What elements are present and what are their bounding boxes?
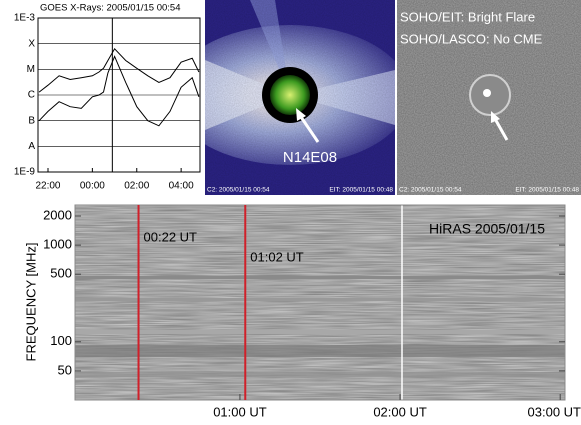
y-tick-label: C bbox=[28, 90, 35, 101]
y-tick-label: A bbox=[28, 141, 35, 152]
x-tick-label: 03:00 UT bbox=[528, 404, 581, 419]
y-tick-label: 1000 bbox=[43, 237, 72, 252]
y-tick-label: B bbox=[28, 115, 35, 126]
chart-title: GOES X-Rays: 2005/01/15 00:54 bbox=[40, 3, 180, 14]
y-tick-label: 2000 bbox=[43, 207, 72, 222]
image-time: C2: 2005/01/15 00:54 bbox=[207, 187, 270, 194]
image-time: C2: 2005/01/15 00:54 bbox=[399, 187, 462, 194]
difference-image: SOHO/EIT: Bright Flare SOHO/LASCO: No CM… bbox=[397, 0, 581, 195]
event-label: 01:02 UT bbox=[250, 249, 304, 264]
x-tick-label: 04:00 bbox=[169, 181, 194, 192]
chart-title: HiRAS 2005/01/15 bbox=[429, 221, 545, 237]
y-tick-label: 500 bbox=[50, 266, 72, 281]
image-note: SOHO/LASCO: No CME bbox=[400, 31, 543, 46]
x-tick-label: 02:00 bbox=[124, 181, 149, 192]
y-tick-label: X bbox=[28, 38, 35, 49]
event-label: 00:22 UT bbox=[144, 229, 198, 244]
y-tick-label: M bbox=[27, 64, 35, 75]
y-tick-label: 1E-9 bbox=[14, 167, 36, 178]
x-tick-label: 22:00 bbox=[35, 181, 60, 192]
x-tick-label: 01:00 UT bbox=[213, 404, 267, 419]
image-note: SOHO/EIT: Bright Flare bbox=[400, 9, 535, 24]
y-tick-label: 50 bbox=[58, 362, 72, 377]
figure: N14E08 C2: 2005/01/15 00:54 EIT: 2005/01… bbox=[0, 0, 581, 425]
y-tick-label: 100 bbox=[50, 333, 72, 348]
image-time: EIT: 2005/01/15 00:48 bbox=[515, 187, 579, 194]
x-tick-label: 02:00 UT bbox=[373, 404, 427, 419]
image-time: EIT: 2005/01/15 00:48 bbox=[329, 187, 393, 194]
lasco-image: N14E08 C2: 2005/01/15 00:54 EIT: 2005/01… bbox=[170, 0, 410, 195]
location-label: N14E08 bbox=[283, 149, 337, 166]
y-tick-label: 1E-3 bbox=[14, 13, 36, 24]
y-axis-label: FREQUENCY [MHz] bbox=[23, 243, 38, 362]
x-tick-label: 00:00 bbox=[80, 181, 105, 192]
